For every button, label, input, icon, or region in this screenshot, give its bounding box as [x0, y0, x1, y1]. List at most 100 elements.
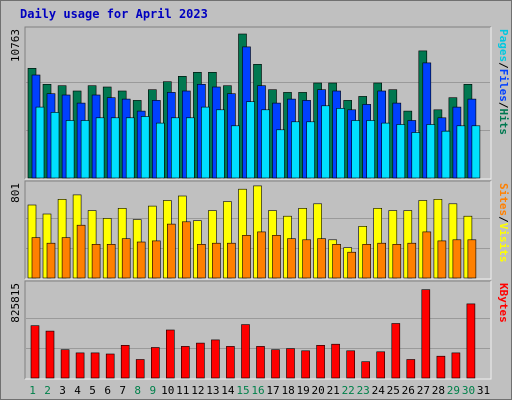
x-tick-label: 7 [119, 384, 126, 397]
legend-label-part: Visits [497, 223, 510, 263]
bar-kbytes-day-28 [436, 355, 446, 379]
legend-label-part: Sites [497, 183, 510, 216]
series-pages [35, 101, 481, 179]
bar-sites-day-14 [227, 242, 236, 279]
x-tick-label: 21 [327, 384, 340, 397]
bar-kbytes-day-6 [105, 353, 115, 379]
bar-sites-day-30 [467, 239, 477, 279]
bar-kbytes-day-1 [30, 325, 40, 379]
bar-pages-day-18 [291, 121, 300, 179]
bar-sites-day-8 [136, 241, 146, 279]
bar-pages-day-24 [381, 122, 391, 179]
panel-border [24, 180, 491, 279]
y-max-label: 825815 [9, 283, 22, 323]
bar-kbytes-day-7 [120, 344, 130, 379]
bar-sites-day-25 [392, 244, 402, 279]
bar-sites-day-19 [302, 239, 311, 279]
bar-pages-day-27 [426, 124, 436, 179]
bar-sites-day-24 [377, 242, 387, 279]
bar-kbytes-day-3 [60, 349, 70, 379]
page-title: Daily usage for April 2023 [20, 7, 208, 21]
bar-sites-day-10 [167, 223, 176, 279]
x-tick-label: 20 [311, 384, 324, 397]
bar-kbytes-day-13 [211, 339, 220, 379]
x-tick-label: 22 [342, 384, 355, 397]
x-tick-label: 14 [221, 384, 235, 397]
bar-sites-day-16 [257, 231, 266, 279]
bar-pages-day-25 [396, 124, 406, 179]
bar-sites-day-5 [91, 244, 101, 279]
bar-pages-day-26 [411, 132, 421, 179]
bar-pages-day-30 [471, 125, 481, 179]
bar-sites-day-17 [272, 235, 281, 279]
bar-pages-day-14 [231, 125, 240, 179]
bar-pages-day-22 [351, 120, 361, 179]
x-tick-label: 28 [432, 384, 445, 397]
bar-sites-day-13 [212, 242, 221, 279]
bar-pages-day-23 [366, 120, 376, 179]
legend-label-part: Files [497, 69, 510, 102]
bar-sites-day-6 [106, 244, 116, 279]
panel-border [25, 281, 492, 380]
bar-kbytes-day-27 [421, 289, 431, 379]
legend-label-part: KBytes [497, 283, 510, 323]
x-tick-label: 31 [477, 384, 490, 397]
bar-kbytes-day-14 [226, 346, 235, 379]
bar-sites-day-15 [242, 235, 251, 279]
bar-sites-day-20 [317, 238, 326, 279]
bar-sites-day-27 [422, 231, 432, 279]
x-tick-label: 6 [104, 384, 111, 397]
legend-label: Sites/Visits [497, 183, 510, 263]
x-tick-label: 13 [206, 384, 219, 397]
x-tick-label: 9 [149, 384, 156, 397]
bar-kbytes-day-17 [271, 349, 280, 379]
bar-kbytes-day-30 [466, 303, 476, 379]
bar-kbytes-day-19 [301, 350, 310, 379]
bar-sites-day-1 [31, 237, 41, 279]
y-max-label: 10763 [9, 29, 22, 62]
legend-label-part: / [497, 216, 510, 223]
bar-kbytes-day-22 [346, 350, 356, 379]
bar-pages-day-19 [306, 121, 315, 179]
bar-pages-day-3 [65, 120, 75, 179]
legend-label-part: / [497, 102, 510, 109]
bar-pages-day-28 [441, 130, 451, 179]
bar-kbytes-day-9 [151, 347, 160, 379]
chart-panel-2: 801 Sites/Visits [9, 180, 510, 280]
bar-kbytes-day-26 [406, 359, 416, 379]
x-tick-label: 1 [29, 384, 36, 397]
bar-kbytes-day-18 [286, 348, 295, 379]
bar-pages-day-12 [201, 106, 210, 179]
legend-label-part: / [497, 62, 510, 69]
x-tick-label: 11 [176, 384, 189, 397]
x-tick-label: 26 [402, 384, 415, 397]
x-tick-label: 30 [462, 384, 475, 397]
x-tick-label: 10 [161, 384, 174, 397]
bar-pages-day-9 [156, 122, 165, 179]
x-tick-label: 8 [134, 384, 141, 397]
x-tick-label: 27 [417, 384, 430, 397]
bar-kbytes-day-21 [331, 343, 340, 379]
bar-sites-day-28 [437, 240, 447, 279]
bar-kbytes-day-24 [376, 351, 386, 379]
bar-pages-day-5 [95, 117, 105, 179]
panel-border [25, 27, 492, 180]
bar-kbytes-day-11 [181, 346, 190, 379]
x-tick-label: 17 [266, 384, 279, 397]
bar-kbytes-day-16 [256, 346, 265, 379]
chart-panel-3: 825815 KBytes [9, 280, 510, 380]
y-max-label: 801 [9, 183, 22, 203]
bar-sites-day-23 [362, 244, 372, 279]
legend-label-part: Pages [497, 29, 510, 62]
bar-pages-day-6 [110, 117, 120, 179]
bar-sites-day-21 [332, 244, 341, 279]
bar-sites-day-3 [61, 237, 71, 279]
bar-kbytes-day-25 [391, 323, 401, 379]
bar-pages-day-1 [35, 106, 45, 179]
bar-pages-day-4 [80, 120, 90, 179]
bar-kbytes-day-5 [90, 352, 100, 379]
x-tick-label: 24 [372, 384, 386, 397]
x-tick-label: 25 [387, 384, 400, 397]
bar-pages-day-20 [321, 105, 330, 179]
bar-pages-day-2 [50, 112, 60, 179]
